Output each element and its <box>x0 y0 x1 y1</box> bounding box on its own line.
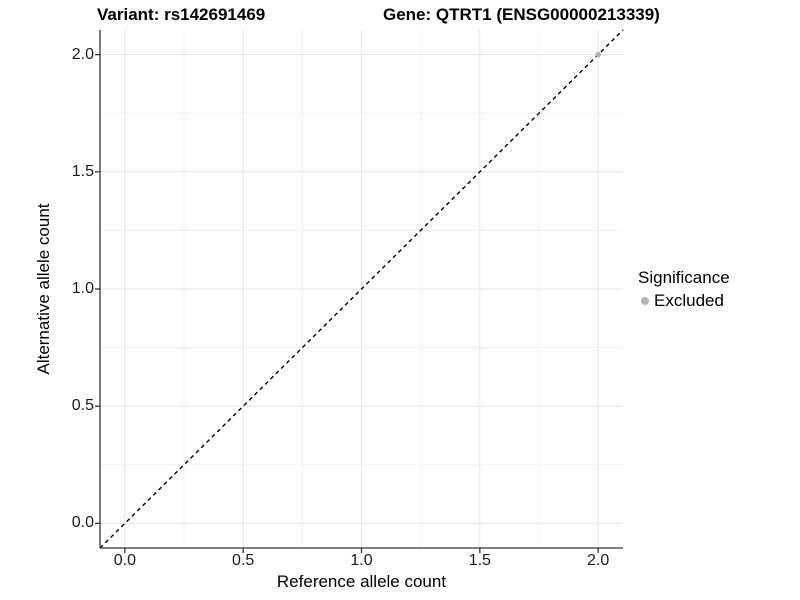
identity-dashed-line <box>99 29 624 549</box>
y-axis-title: Alternative allele count <box>34 203 53 375</box>
data-point-excluded <box>595 51 601 58</box>
y-tick-label: 1.0 <box>71 280 94 297</box>
x-tick-label: 2.0 <box>587 552 610 569</box>
legend-title: Significance <box>638 268 730 287</box>
x-tick-label: 0.0 <box>113 552 136 569</box>
excluded-point-icon <box>641 297 649 305</box>
y-tick-label: 0.0 <box>71 514 94 532</box>
x-axis-title: Reference allele count <box>276 572 447 591</box>
x-tick-label: 1.5 <box>468 552 491 569</box>
y-tick-label: 0.5 <box>71 397 94 415</box>
legend-entry-label: Excluded <box>654 291 724 310</box>
x-tick-label: 1.0 <box>350 552 373 569</box>
y-tick-label: 2.0 <box>71 45 94 63</box>
legend: Significance Excluded <box>638 268 730 311</box>
y-tick-label: 1.5 <box>71 162 94 180</box>
plot-title-gene: Gene: QTRT1 (ENSG00000213339) <box>383 5 660 24</box>
legend-entry-excluded: Excluded <box>641 291 730 311</box>
plot-title-variant: Variant: rs142691469 <box>97 5 266 24</box>
x-tick-label: 0.5 <box>232 552 255 569</box>
